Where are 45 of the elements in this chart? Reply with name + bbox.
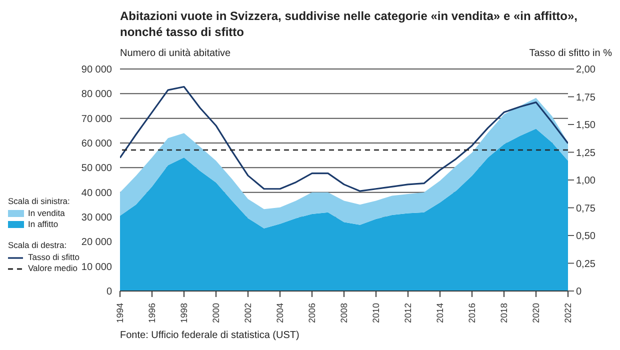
y2-tick-label: 0,25 — [576, 258, 596, 270]
x-tick-label: 1996 — [147, 303, 158, 324]
y-tick-label: 0 — [106, 286, 112, 298]
x-tick-label: 2000 — [211, 303, 222, 324]
y2-tick-label: 1,25 — [576, 148, 596, 159]
y2-tick-label: 1,50 — [576, 120, 596, 132]
y-tick-label: 60 000 — [81, 138, 112, 150]
x-tick-label: 2014 — [435, 303, 446, 324]
y-tick-label: 20 000 — [81, 237, 112, 248]
source-note: Fonte: Ufficio federale di statistica (UST) — [120, 330, 300, 341]
legend-label: Valore medio — [28, 263, 78, 273]
y2-tick-label: 1,00 — [576, 176, 596, 187]
x-tick-label: 2006 — [307, 303, 318, 324]
x-tick-label: 2018 — [499, 303, 510, 324]
x-tick-label: 2002 — [243, 303, 254, 324]
text: Scala di destra: — [8, 240, 67, 250]
x-tick-label: 2022 — [563, 303, 574, 324]
y-tick-label: 70 000 — [81, 114, 112, 125]
y2-tick-label: 1,75 — [576, 92, 596, 104]
x-tick-label: 2004 — [275, 303, 286, 324]
y-tick-label: 40 000 — [81, 188, 112, 199]
x-tick-label: 1994 — [115, 303, 126, 324]
y2-tick-label: 0 — [576, 286, 582, 298]
x-tick-label: 2008 — [339, 303, 350, 324]
y2-tick-label: 2,00 — [576, 64, 596, 76]
line-series — [120, 86, 568, 192]
y2-tick-label: 0,75 — [576, 203, 596, 214]
y-tick-label: 90 000 — [81, 64, 112, 76]
y-tick-label: 50 000 — [81, 163, 112, 174]
x-tick-label: 2012 — [403, 303, 414, 324]
x-tick-label: 2010 — [371, 303, 382, 324]
legend-label: In vendita — [28, 208, 65, 218]
y-axis-title: Numero di unità abitative — [120, 48, 231, 59]
y-tick-label: 80 000 — [81, 89, 112, 100]
x-tick-label: 1998 — [179, 303, 190, 324]
y-tick-label: 30 000 — [81, 212, 112, 224]
x-tick-label: 2016 — [467, 303, 478, 324]
y2-tick-label: 0,50 — [576, 231, 596, 242]
legend-title: Scala di sinistra: — [8, 196, 70, 206]
chart-title: Abitazioni vuote in Svizzera, suddivise nelle categorie «in vendita» e «in affitto», nonché tasso di sfitto — [120, 8, 578, 40]
legend-label: In affitto — [28, 219, 58, 229]
legend-label: Tasso di sfitto — [27, 252, 80, 263]
y-tick-label: 10 000 — [81, 262, 112, 273]
y2-axis-title: Tasso di sfitto in % — [529, 48, 612, 59]
x-tick-label: 2020 — [531, 303, 542, 324]
